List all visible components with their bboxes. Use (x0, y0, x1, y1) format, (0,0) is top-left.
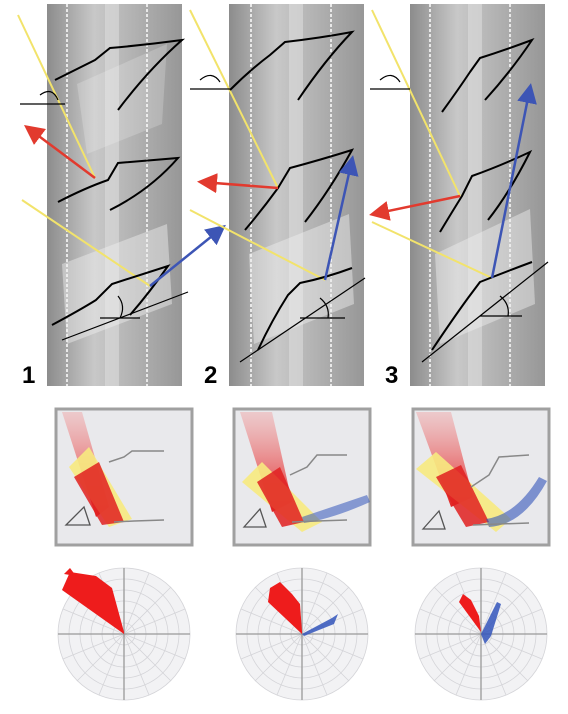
simulation-diagram-2 (232, 407, 372, 547)
prism-outline-mid (244, 148, 355, 231)
angle-arc-icon (39, 90, 59, 101)
reflected-arrow (23, 125, 96, 180)
reflected-lobe (268, 582, 302, 634)
angle-arc-icon (499, 295, 509, 317)
prism-outline-mid (439, 149, 533, 233)
incident-line-top (189, 9, 279, 189)
bottom-tangent (239, 277, 366, 363)
prism-outline-bottom (431, 261, 533, 351)
prism-outline-top (229, 30, 355, 101)
panel-label-3: 3 (385, 362, 399, 389)
incident-line-top (371, 9, 461, 197)
angle-arc-icon (242, 507, 267, 528)
angle-arc-icon (64, 505, 91, 526)
simulation-diagram-3 (411, 407, 551, 547)
panel-3-annotations (369, 9, 549, 363)
incident-line-bottom (189, 209, 326, 281)
angle-arc-icon (379, 74, 401, 83)
incident-line-bottom (21, 199, 151, 287)
transmitted-lobe (481, 602, 501, 644)
polar-plot-3 (413, 566, 549, 702)
bottom-tangent (421, 261, 549, 363)
prism-outline-top (54, 38, 186, 111)
prism-outline-bottom (51, 264, 171, 326)
reflected-arrow (197, 173, 279, 194)
reflected-lobe (62, 572, 124, 634)
polar-plot-1 (56, 566, 192, 702)
angle-arc-icon (319, 297, 329, 319)
prism-outline-mid (57, 156, 181, 211)
panel-label-1: 1 (22, 362, 36, 389)
prism-outline-bottom (257, 267, 353, 351)
panel-2-annotations (189, 9, 366, 363)
bottom-tangent (61, 291, 189, 341)
photo-panel-1 (47, 4, 182, 386)
incident-line-bottom (371, 221, 493, 279)
transmitted-lobe (302, 614, 338, 636)
photo-overlay (17, 9, 549, 363)
reflected-lobe (459, 594, 481, 632)
polar-plot-2 (234, 566, 370, 702)
reflected-arrow (369, 194, 461, 221)
panel-1-annotations (17, 14, 226, 341)
transmitted-arrow (323, 155, 359, 281)
angle-arc-icon (199, 74, 221, 83)
angle-arc-icon (421, 509, 446, 530)
simulation-diagram-1 (54, 407, 194, 547)
prism-outline-top (441, 37, 535, 113)
panel-label-2: 2 (204, 362, 218, 389)
transmitted-arrow (490, 83, 537, 279)
angle-arc-icon (117, 295, 124, 319)
transmitted-arrow (149, 224, 226, 287)
